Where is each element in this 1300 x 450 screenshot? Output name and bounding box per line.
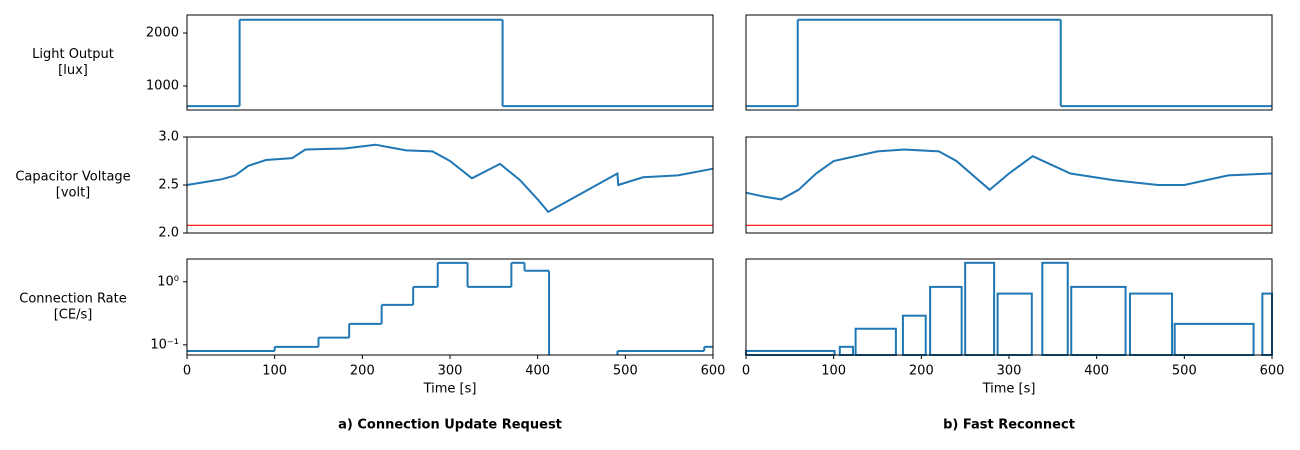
y-tick-label: 10⁰ bbox=[157, 274, 179, 289]
x-tick-label: 500 bbox=[613, 364, 638, 379]
voltage-line bbox=[186, 143, 714, 214]
y-axis-label: Connection Rate bbox=[19, 292, 127, 307]
x-tick-label: 300 bbox=[438, 364, 463, 379]
y-tick-label: 3.0 bbox=[158, 130, 179, 145]
x-tick-label: 400 bbox=[525, 364, 550, 379]
bar bbox=[1070, 285, 1127, 357]
bar bbox=[996, 292, 1033, 356]
x-axis-label: Time [s] bbox=[982, 382, 1036, 397]
y-tick-label: 2.5 bbox=[158, 178, 179, 193]
y-tick-label: 2.0 bbox=[158, 226, 179, 241]
plot-frame bbox=[186, 14, 714, 111]
bar bbox=[1128, 292, 1174, 356]
plot-frame bbox=[745, 258, 1273, 356]
plot-frame bbox=[186, 258, 714, 356]
x-tick-label: 0 bbox=[742, 364, 750, 379]
plot-frame bbox=[745, 136, 1273, 234]
y-axis-label: [lux] bbox=[58, 63, 88, 78]
x-tick-label: 100 bbox=[821, 364, 846, 379]
bar bbox=[854, 327, 897, 357]
caption: b) Fast Reconnect bbox=[943, 418, 1075, 433]
y-tick-label: 1000 bbox=[146, 78, 179, 93]
y-tick-label: 2000 bbox=[146, 26, 179, 41]
x-tick-label: 200 bbox=[909, 364, 934, 379]
y-axis-label: [volt] bbox=[56, 186, 91, 201]
bar bbox=[1261, 292, 1274, 356]
x-tick-label: 0 bbox=[183, 364, 191, 379]
bar bbox=[1173, 322, 1255, 356]
bar bbox=[745, 349, 836, 356]
x-tick-label: 200 bbox=[350, 364, 375, 379]
y-tick-label: 10⁻¹ bbox=[150, 337, 179, 352]
caption: a) Connection Update Request bbox=[338, 418, 562, 433]
x-tick-label: 600 bbox=[1260, 364, 1285, 379]
bar bbox=[964, 261, 996, 356]
bar bbox=[901, 314, 927, 357]
plot-frame bbox=[745, 14, 1273, 111]
y-axis-label: Capacitor Voltage bbox=[15, 170, 130, 185]
x-tick-label: 400 bbox=[1084, 364, 1109, 379]
bar bbox=[929, 285, 963, 357]
x-axis-label: Time [s] bbox=[423, 382, 477, 397]
bar bbox=[838, 345, 854, 356]
y-axis-label: [CE/s] bbox=[54, 308, 93, 323]
x-tick-label: 500 bbox=[1172, 364, 1197, 379]
bar bbox=[1041, 261, 1069, 356]
x-tick-label: 300 bbox=[997, 364, 1022, 379]
voltage-line bbox=[745, 148, 1273, 201]
x-tick-label: 600 bbox=[701, 364, 726, 379]
plot-frame bbox=[186, 136, 714, 234]
y-axis-label: Light Output bbox=[32, 47, 114, 62]
x-tick-label: 100 bbox=[262, 364, 287, 379]
